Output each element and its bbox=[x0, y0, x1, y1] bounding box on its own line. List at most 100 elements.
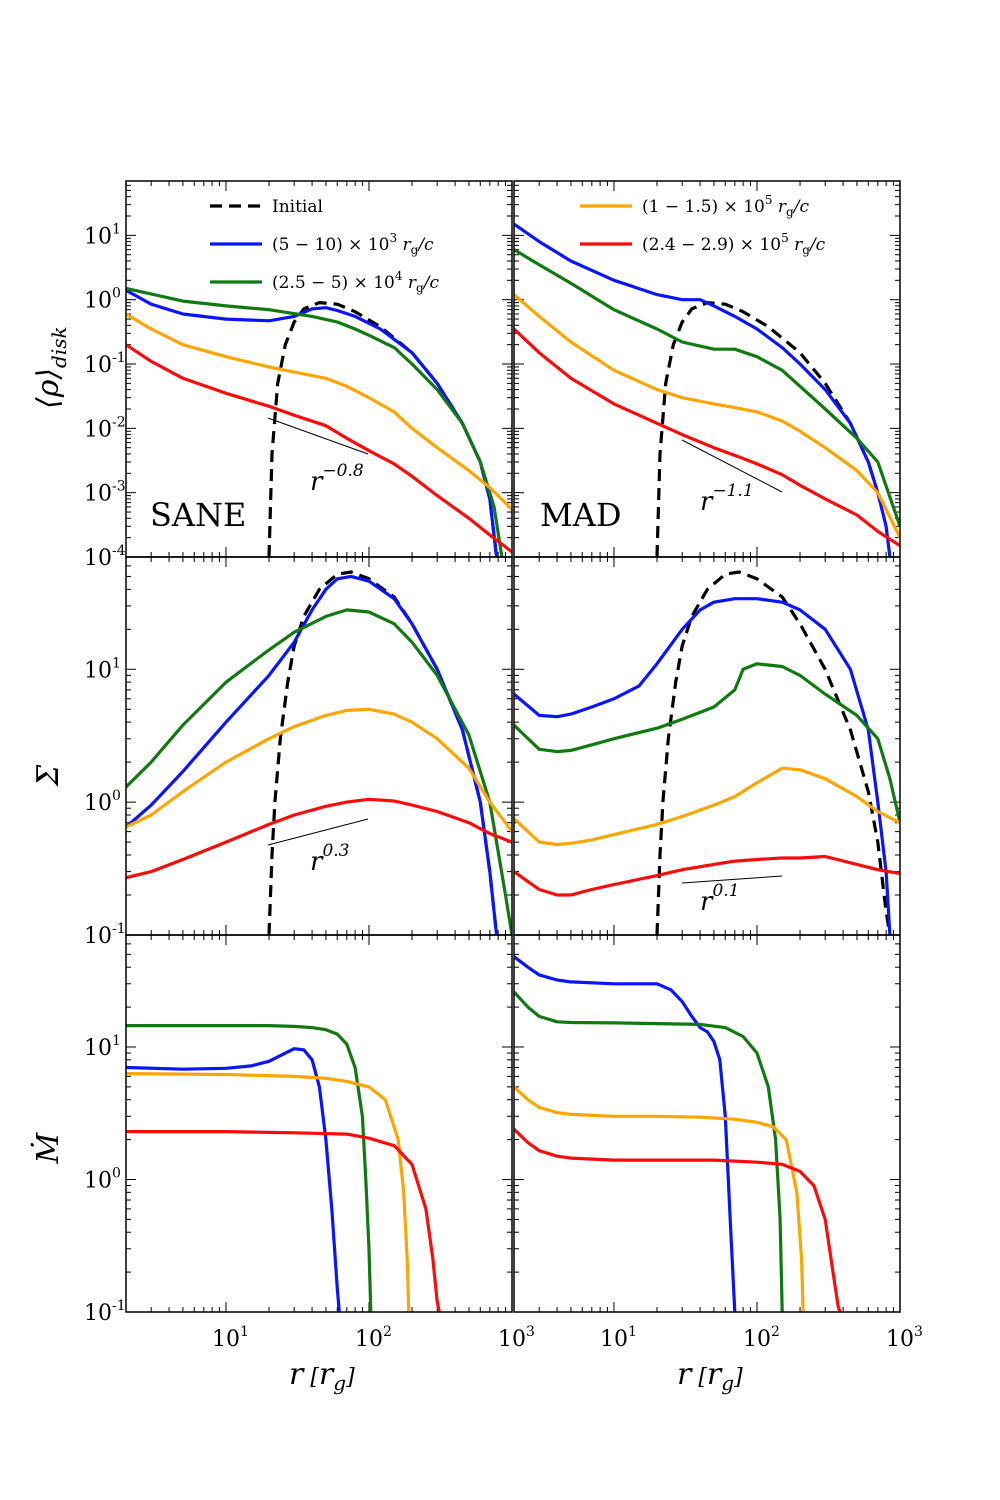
legend-label: Initial bbox=[272, 197, 323, 217]
series-group bbox=[514, 955, 842, 1312]
axes-frame bbox=[125, 556, 513, 936]
x-label-sub: g bbox=[333, 1371, 346, 1395]
ticks bbox=[513, 934, 901, 1313]
series-line bbox=[514, 955, 737, 1312]
tick-exponent: -1 bbox=[112, 350, 126, 366]
series-line bbox=[267, 570, 499, 935]
x-tick-label: 101 bbox=[212, 1324, 249, 1352]
y-tick-label: 10-1 bbox=[84, 921, 126, 949]
tick-base: 10 bbox=[84, 1301, 112, 1326]
legend-unit-sub: g bbox=[411, 243, 419, 257]
series-line bbox=[514, 293, 900, 539]
x-label-symbol: r bbox=[289, 1357, 305, 1392]
slope-label: r0.1 bbox=[700, 881, 739, 917]
series-line bbox=[126, 286, 504, 557]
y-label-sub: disk bbox=[47, 326, 71, 368]
legend-unit: r bbox=[773, 197, 787, 217]
tick-base: 10 bbox=[84, 1168, 112, 1193]
tick-base: 10 bbox=[84, 289, 112, 314]
tick-base: 10 bbox=[84, 224, 112, 249]
legend-entry: Initial bbox=[210, 197, 323, 217]
tick-base: 10 bbox=[84, 546, 112, 571]
slope-label: r0.3 bbox=[310, 841, 349, 877]
x-label-bracket: ] bbox=[345, 1365, 355, 1390]
series-group bbox=[126, 570, 512, 935]
legend-entry: (5 − 10) × 103 rg/c bbox=[210, 231, 434, 257]
legend-unit-sub: g bbox=[786, 205, 794, 219]
legend-entry: (2.4 − 2.9) × 105 rg/c bbox=[580, 231, 826, 257]
panel-2-mad: r0.1 bbox=[513, 556, 901, 936]
legend-unit-sub: g bbox=[802, 243, 810, 257]
legend-text-main: Initial bbox=[272, 197, 323, 217]
legend-text-main: (2.4 − 2.9) × 10 bbox=[642, 235, 781, 255]
tick-exponent: 1 bbox=[240, 1324, 249, 1340]
series-line bbox=[655, 301, 880, 557]
tick-exponent: -1 bbox=[112, 921, 126, 937]
legend-unit-end: /c bbox=[422, 273, 440, 293]
series-line bbox=[126, 574, 499, 935]
y-tick-label: 10-2 bbox=[84, 414, 126, 442]
x-tick-label: 102 bbox=[355, 1324, 392, 1352]
x-label-bracket: [ bbox=[691, 1365, 707, 1390]
x-tick-label: 103 bbox=[498, 1324, 535, 1352]
tick-base: 10 bbox=[84, 482, 112, 507]
legend-unit-end: /c bbox=[808, 235, 826, 255]
tick-exponent: 0 bbox=[112, 788, 121, 804]
y-tick-label: 100 bbox=[84, 286, 121, 314]
ticks bbox=[125, 180, 513, 558]
legend-label: (5 − 10) × 103 rg/c bbox=[272, 231, 434, 257]
x-axis-label: r [rg] bbox=[289, 1357, 355, 1395]
axes-frame bbox=[513, 934, 901, 1313]
slope-label: r−0.8 bbox=[310, 461, 364, 497]
panel-label: MAD bbox=[540, 496, 622, 534]
tick-exponent: 1 bbox=[112, 655, 121, 671]
tick-exponent: -4 bbox=[112, 543, 126, 559]
tick-exponent: 3 bbox=[526, 1324, 535, 1340]
tick-base: 10 bbox=[498, 1327, 526, 1352]
slope-guide-line bbox=[267, 417, 369, 455]
slope-base: r bbox=[700, 887, 714, 917]
legend-label: (2.4 − 2.9) × 105 rg/c bbox=[642, 231, 826, 257]
legend-text-main: (5 − 10) × 10 bbox=[272, 235, 389, 255]
tick-base: 10 bbox=[600, 1327, 628, 1352]
series-line bbox=[126, 707, 512, 833]
y-tick-label: 100 bbox=[84, 1165, 121, 1193]
legend-entry: (2.5 − 5) × 104 rg/c bbox=[210, 269, 439, 295]
y-tick-label: 101 bbox=[84, 655, 121, 683]
series-group bbox=[126, 286, 512, 557]
tick-base: 10 bbox=[355, 1327, 383, 1352]
panel-label: SANE bbox=[150, 496, 246, 534]
y-tick-label: 10-1 bbox=[84, 1298, 126, 1326]
slope-guide-line bbox=[681, 875, 783, 884]
tick-exponent: -1 bbox=[112, 1298, 126, 1314]
x-label-bracket: [ bbox=[303, 1365, 319, 1390]
legend-text-main: (2.5 − 5) × 10 bbox=[272, 273, 395, 293]
x-label-symbol: r bbox=[677, 1357, 693, 1392]
legend-label: (2.5 − 5) × 104 rg/c bbox=[272, 269, 439, 295]
series-line bbox=[514, 327, 900, 548]
tick-base: 10 bbox=[84, 417, 112, 442]
series-line bbox=[514, 222, 892, 557]
series-group bbox=[514, 570, 900, 935]
series-line bbox=[126, 1023, 373, 1312]
x-label-unit: r bbox=[707, 1357, 723, 1392]
ticks bbox=[513, 556, 901, 936]
y-axis-label: Ṁ bbox=[30, 1132, 66, 1165]
legend-exponent: 5 bbox=[765, 193, 773, 207]
legend-label: (1 − 1.5) × 105 rg/c bbox=[642, 193, 809, 219]
series-line bbox=[514, 597, 892, 935]
tick-base: 10 bbox=[743, 1327, 771, 1352]
y-axis-label: ⟨ρ⟩disk bbox=[31, 326, 71, 409]
slope-base: r bbox=[310, 847, 324, 877]
series-line bbox=[514, 854, 900, 897]
tick-exponent: 1 bbox=[112, 221, 121, 237]
x-label-unit: r bbox=[319, 1357, 335, 1392]
ticks bbox=[513, 180, 901, 558]
tick-exponent: 1 bbox=[112, 1033, 121, 1049]
series-group bbox=[126, 1023, 441, 1312]
axes-frame bbox=[513, 556, 901, 936]
slope-label: r−1.1 bbox=[700, 481, 754, 517]
tick-exponent: 0 bbox=[112, 286, 121, 302]
